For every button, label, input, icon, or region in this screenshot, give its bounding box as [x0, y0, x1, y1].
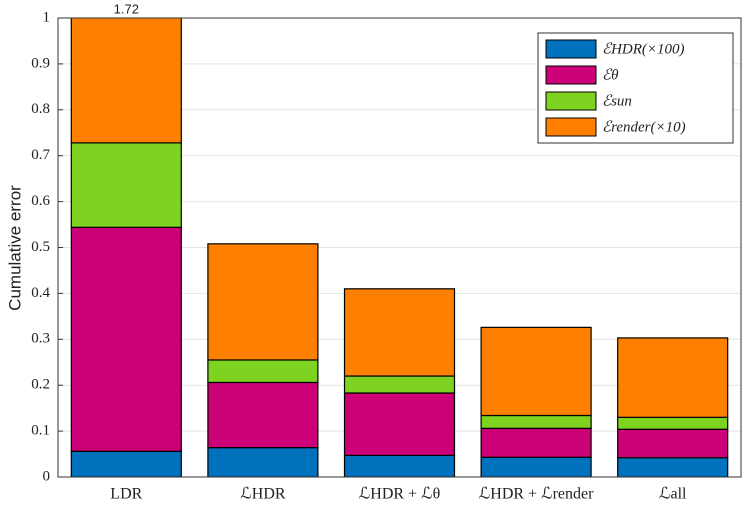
x-tick-label: ℒHDR — [240, 486, 286, 503]
x-tick-label: LDR — [110, 486, 142, 503]
bar-segment — [343, 392, 456, 457]
bar-segment — [617, 457, 729, 477]
y-tick-label: 0.8 — [31, 101, 50, 117]
bar-segment — [480, 326, 592, 417]
legend-label: ℰθ — [602, 67, 619, 83]
legend-label: ℰHDR(×100) — [602, 41, 685, 57]
bar-segment — [70, 450, 182, 477]
bar-segment — [70, 142, 182, 228]
y-tick-label: 0.7 — [31, 147, 50, 163]
bar-segment — [343, 288, 456, 377]
y-tick-label: 0.6 — [31, 193, 50, 209]
x-tick-label: ℒall — [659, 486, 687, 503]
bar-segment — [207, 243, 319, 361]
y-tick-label: 0.3 — [31, 331, 50, 347]
legend-swatch — [545, 117, 597, 137]
legend-label: ℰsun — [602, 93, 632, 109]
axes-box — [57, 17, 742, 478]
legend-label: ℰrender(×10) — [602, 119, 686, 135]
legend-swatch — [545, 39, 597, 59]
bar-segment — [480, 427, 592, 458]
annotation: 1.72 — [114, 1, 139, 16]
bar-segment — [343, 454, 456, 477]
bar-segment — [617, 416, 729, 430]
x-tick-label: ℒHDR + ℒθ — [359, 486, 441, 503]
y-tick-label: 0 — [43, 468, 51, 484]
y-tick-label: 0.4 — [31, 285, 50, 301]
y-tick-label: 0.9 — [31, 55, 50, 71]
bar-segment — [617, 337, 729, 418]
bar-segment — [480, 456, 592, 477]
bar-segment — [480, 414, 592, 429]
bar-segment — [207, 447, 319, 477]
y-tick-label: 1 — [43, 9, 51, 25]
legend-swatch — [545, 65, 597, 85]
y-tick-label: 0.5 — [31, 239, 50, 255]
y-tick-label: 0.1 — [31, 423, 50, 439]
y-tick-label: 0.2 — [31, 377, 50, 393]
bar-segment — [343, 375, 456, 394]
bar-segment — [70, 226, 182, 452]
bar-segment — [617, 428, 729, 459]
y-axis-label: Cumulative error — [5, 185, 24, 311]
x-tick-label: ℒHDR + ℒrender — [479, 486, 594, 503]
legend-swatch — [545, 91, 597, 111]
bar-segment — [70, 18, 182, 144]
bar-segment — [207, 359, 319, 384]
bar-segment — [207, 381, 319, 449]
